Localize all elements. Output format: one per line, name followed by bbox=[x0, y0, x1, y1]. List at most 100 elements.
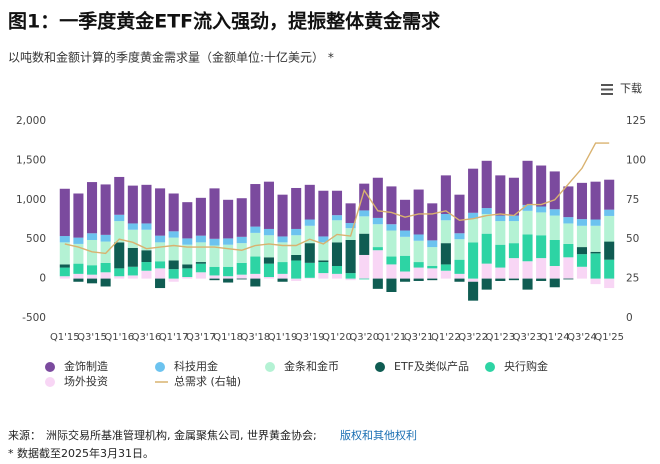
bar-segment bbox=[468, 278, 479, 282]
bar-segment bbox=[427, 268, 438, 279]
legend-label: 场外投资 bbox=[64, 374, 108, 388]
bar-segment bbox=[522, 261, 533, 279]
bar-segment bbox=[182, 268, 193, 278]
bar-segment bbox=[277, 262, 288, 274]
y-tick-label: 1,000 bbox=[16, 194, 46, 206]
bar-segment bbox=[141, 223, 152, 230]
x-tick-label: Q3'19 bbox=[295, 332, 325, 343]
bar-segment bbox=[536, 165, 547, 207]
download-label[interactable]: 下载 bbox=[620, 82, 642, 95]
bar-segment bbox=[413, 262, 424, 268]
bar-segment bbox=[263, 257, 274, 264]
x-tick-label: Q1'25 bbox=[594, 332, 624, 343]
menu-icon bbox=[601, 84, 613, 86]
bar-segment bbox=[318, 236, 329, 243]
bar-segment bbox=[495, 175, 506, 216]
bar-segment bbox=[508, 243, 519, 259]
bar-segment bbox=[223, 199, 234, 239]
bar-segment bbox=[454, 233, 465, 240]
bar-segment bbox=[209, 188, 220, 239]
bar-segment bbox=[440, 175, 451, 214]
bar-segment bbox=[223, 278, 234, 283]
bar-segment bbox=[250, 256, 261, 274]
y-tick-label: 0 bbox=[39, 273, 46, 285]
legend-label: 金饰制造 bbox=[64, 359, 108, 373]
x-tick-label: Q1'22 bbox=[431, 332, 461, 343]
bar-segment bbox=[495, 278, 506, 281]
bar-segment bbox=[236, 198, 247, 237]
bar-segment bbox=[168, 237, 179, 261]
bar-segment bbox=[427, 240, 438, 248]
bar-segment bbox=[195, 242, 206, 263]
download-button[interactable]: 下载 bbox=[601, 82, 642, 95]
bar-segment bbox=[604, 209, 615, 216]
bar-segment bbox=[536, 258, 547, 279]
bar-segment bbox=[236, 278, 247, 280]
bar-segment bbox=[590, 251, 601, 254]
bar-segment bbox=[536, 235, 547, 259]
bar-segment bbox=[427, 247, 438, 266]
bar-segment bbox=[508, 278, 519, 281]
y2-tick-label: 100 bbox=[626, 154, 646, 166]
bar-segment bbox=[590, 253, 601, 279]
bar-segment bbox=[73, 278, 84, 282]
bar-segment bbox=[359, 278, 370, 280]
bar-segment bbox=[331, 273, 343, 279]
bar-segment bbox=[73, 237, 84, 244]
bar-segment bbox=[359, 216, 370, 234]
bar-segment bbox=[576, 266, 588, 279]
bar-segment bbox=[481, 213, 492, 234]
bar-segment bbox=[590, 278, 601, 285]
bar-segment bbox=[372, 250, 383, 279]
bar-segment bbox=[236, 262, 247, 275]
bar-segment bbox=[536, 212, 547, 236]
bar-segment bbox=[549, 171, 560, 210]
bar-segment bbox=[440, 213, 451, 221]
bar-segment bbox=[141, 262, 152, 271]
source-link[interactable]: 版权和其他权利 bbox=[340, 428, 417, 442]
y-tick-label: 2,000 bbox=[16, 115, 46, 127]
bar-segment bbox=[481, 278, 492, 290]
bar-segment bbox=[100, 262, 111, 273]
bar-segment bbox=[481, 208, 492, 214]
bar-segment bbox=[427, 265, 438, 269]
bar-segment bbox=[127, 247, 138, 267]
bar-segment bbox=[100, 234, 111, 242]
bar-segment bbox=[73, 263, 84, 274]
bar-segment bbox=[168, 193, 179, 232]
bar-segment bbox=[223, 266, 234, 277]
bar-segment bbox=[250, 226, 261, 233]
bar-segment bbox=[563, 217, 574, 224]
bar-segment bbox=[440, 243, 451, 265]
bar-segment bbox=[549, 215, 560, 240]
bar-segment bbox=[250, 232, 261, 257]
bar-segment bbox=[604, 179, 615, 210]
x-tick-label: Q1'24 bbox=[540, 332, 570, 343]
bar-segment bbox=[427, 278, 438, 281]
bar-segment bbox=[440, 270, 451, 279]
source-label: 来源： bbox=[8, 428, 41, 442]
bar-segment bbox=[590, 219, 601, 226]
bar-segment bbox=[59, 264, 70, 268]
bar-segment bbox=[590, 225, 601, 252]
bar-segment bbox=[345, 223, 356, 229]
y2-tick-label: 75 bbox=[626, 194, 639, 206]
bar-segment bbox=[508, 177, 519, 216]
bar-segment bbox=[127, 275, 138, 279]
bar-segment bbox=[277, 273, 288, 279]
bar-segment bbox=[100, 241, 111, 263]
bar-segment bbox=[114, 214, 125, 222]
bar-segment bbox=[168, 231, 179, 238]
bar-segment bbox=[223, 244, 234, 267]
bar-segment bbox=[291, 260, 302, 279]
bar-segment bbox=[386, 256, 397, 265]
bar-segment bbox=[495, 267, 506, 279]
x-tick-label: Q3'20 bbox=[349, 332, 379, 343]
bar-segment bbox=[372, 177, 383, 218]
bar-segment bbox=[345, 203, 356, 224]
bar-segment bbox=[168, 278, 179, 282]
line-series bbox=[64, 142, 610, 255]
bar-segment bbox=[59, 242, 70, 265]
bar-segment bbox=[468, 218, 479, 243]
